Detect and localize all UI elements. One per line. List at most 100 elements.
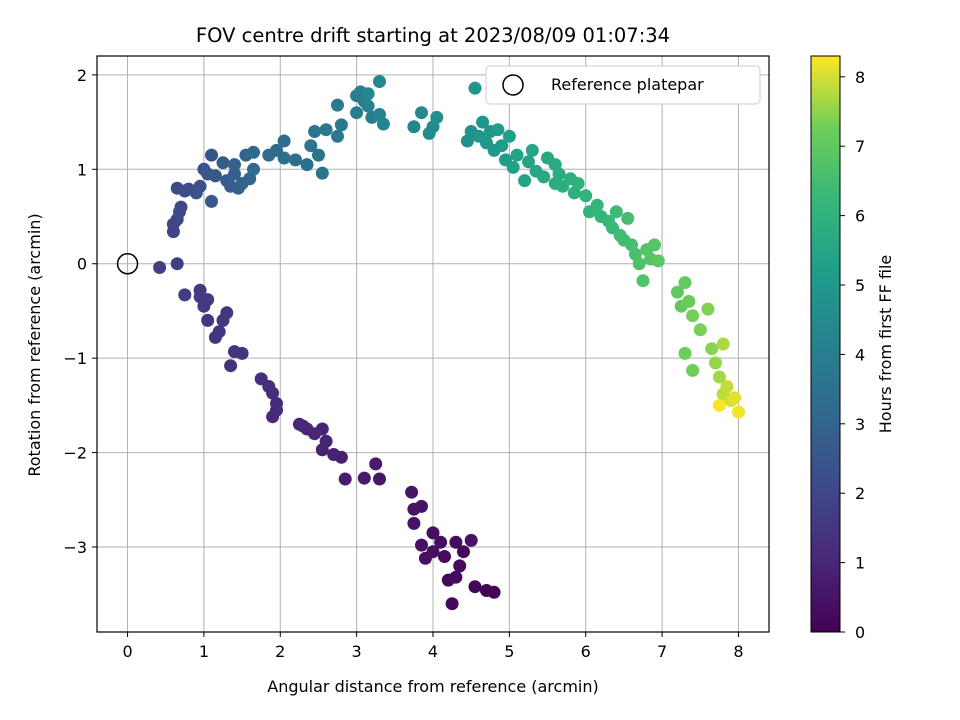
data-point <box>426 526 440 540</box>
colorbar-tick-label: 6 <box>855 207 865 226</box>
data-point <box>510 148 524 162</box>
data-point <box>636 274 650 288</box>
legend-box <box>485 65 761 105</box>
colorbar-tick-label: 1 <box>855 554 865 573</box>
data-point <box>254 372 268 386</box>
data-point <box>304 139 318 153</box>
legend-label: Reference platepar <box>551 75 704 94</box>
data-point <box>468 81 482 95</box>
legend: Reference platepar <box>485 65 761 105</box>
data-point <box>464 533 478 547</box>
data-point <box>170 257 184 271</box>
data-point <box>315 422 329 436</box>
data-point <box>648 238 661 252</box>
colorbar <box>810 55 841 633</box>
data-point <box>701 302 715 316</box>
x-tick-label: 5 <box>504 642 514 661</box>
data-point <box>373 75 386 88</box>
data-point <box>686 363 700 377</box>
data-point <box>716 337 730 351</box>
x-axis-label: Angular distance from reference (arcmin) <box>267 677 598 696</box>
data-point <box>201 313 215 327</box>
data-point <box>415 106 428 120</box>
data-point <box>728 391 742 405</box>
data-point <box>430 110 444 124</box>
data-point <box>319 434 333 448</box>
data-point <box>361 87 375 101</box>
data-point <box>686 309 700 323</box>
data-point <box>178 288 192 302</box>
data-point <box>418 551 432 565</box>
data-point <box>270 397 283 410</box>
data-point <box>312 148 325 162</box>
y-tick-label: −1 <box>63 349 87 368</box>
data-point <box>678 276 692 290</box>
data-point <box>228 167 241 181</box>
data-point <box>632 257 646 271</box>
data-point <box>705 342 719 356</box>
data-point <box>670 285 684 299</box>
data-point <box>308 125 322 138</box>
data-point <box>357 471 371 485</box>
data-point <box>153 261 167 274</box>
data-point <box>220 306 234 320</box>
data-point <box>376 117 390 131</box>
data-point <box>525 143 539 157</box>
data-point <box>491 123 505 137</box>
data-point <box>445 597 459 611</box>
data-point <box>449 535 463 549</box>
data-point <box>709 356 722 370</box>
reference-point-marker <box>116 252 139 275</box>
data-point <box>300 158 314 172</box>
data-point <box>571 177 585 190</box>
data-point <box>369 457 383 471</box>
data-point <box>334 118 348 132</box>
data-point <box>247 145 260 159</box>
data-point <box>621 211 635 225</box>
y-tick-label: 1 <box>77 160 87 179</box>
y-tick-label: 2 <box>77 66 87 85</box>
chart-title: FOV centre drift starting at 2023/08/09 … <box>196 24 670 47</box>
data-point <box>407 516 421 530</box>
data-point <box>228 345 241 359</box>
data-point <box>495 139 509 153</box>
data-point <box>720 380 734 393</box>
x-tick-label: 4 <box>428 642 438 661</box>
data-point <box>350 106 364 120</box>
data-point <box>361 99 375 113</box>
x-tick-label: 6 <box>581 642 591 661</box>
data-points <box>153 75 745 611</box>
data-point <box>453 559 467 573</box>
data-point <box>189 186 203 200</box>
data-point <box>173 205 186 219</box>
data-point <box>205 148 218 162</box>
data-point <box>522 155 535 169</box>
data-point <box>457 545 470 559</box>
colorbar-tick-label: 3 <box>855 415 865 434</box>
data-point <box>338 472 352 486</box>
data-point <box>712 398 726 412</box>
colorbar-tick-label: 2 <box>855 484 865 503</box>
y-axis-label: Rotation from reference (arcmin) <box>25 213 44 476</box>
x-tick-label: 7 <box>657 642 667 661</box>
data-point <box>476 115 490 129</box>
data-point <box>277 151 291 165</box>
data-point <box>693 323 707 337</box>
colorbar-tick-label: 4 <box>855 345 865 364</box>
data-point <box>651 254 665 268</box>
data-point <box>579 189 593 203</box>
x-axis-ticks: 0 1 2 3 4 5 6 7 8 <box>122 632 744 661</box>
data-point <box>682 295 696 308</box>
data-point <box>506 160 520 174</box>
data-point <box>277 134 291 148</box>
x-tick-label: 3 <box>352 642 362 661</box>
data-point <box>205 194 218 208</box>
colorbar-ticks: 0 1 2 3 4 5 6 7 8 <box>840 68 865 642</box>
data-point <box>438 550 451 563</box>
colorbar-tick-label: 5 <box>855 276 865 295</box>
data-point <box>415 538 428 552</box>
x-tick-label: 2 <box>275 642 285 661</box>
data-point <box>609 205 623 219</box>
data-point <box>228 158 241 172</box>
